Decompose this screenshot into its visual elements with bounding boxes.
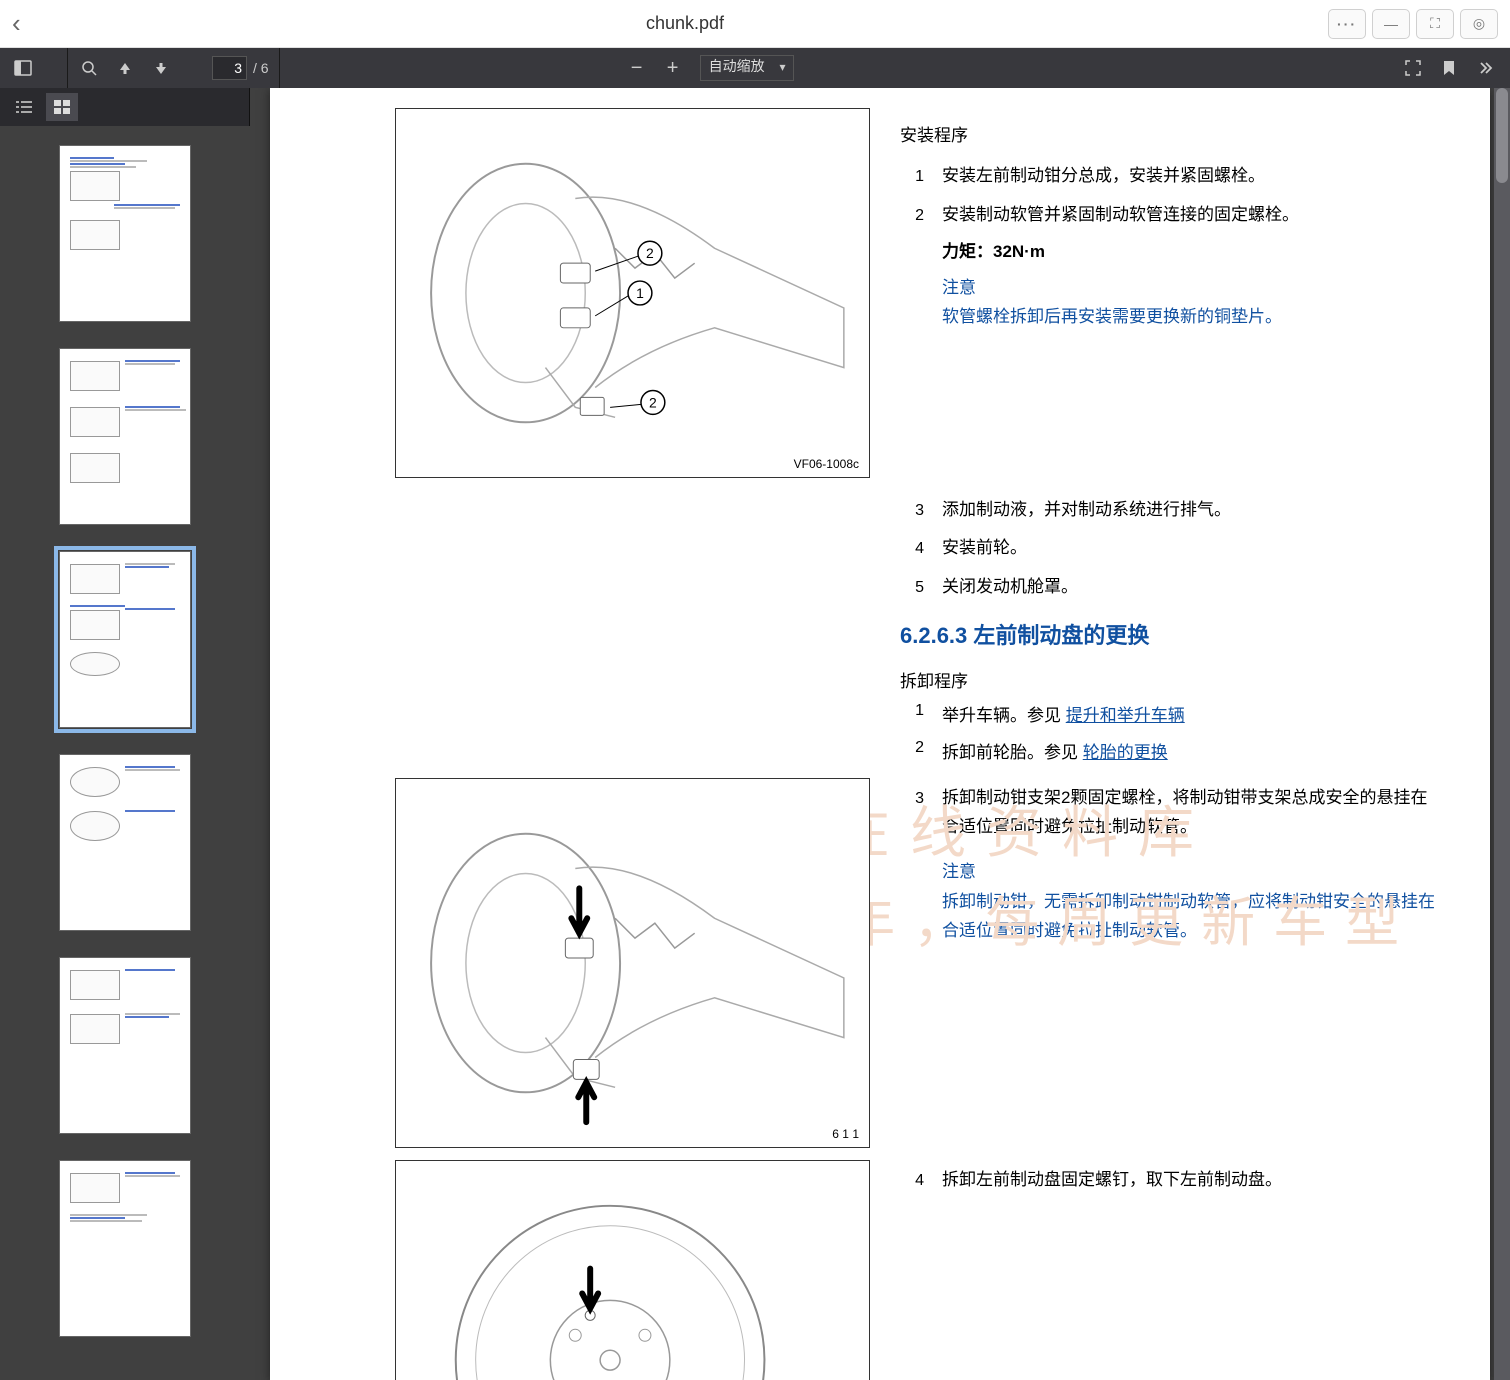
bookmark-icon <box>1442 60 1456 76</box>
torque-label: 力矩： <box>942 242 993 261</box>
next-page-button[interactable] <box>144 52 178 84</box>
step-text: 安装左前制动钳分总成，安装并紧固螺栓。 <box>942 162 1440 192</box>
step-num: 2 <box>900 739 924 768</box>
tools-menu-button[interactable] <box>1468 52 1502 84</box>
thumbnail-view-button[interactable] <box>46 93 78 121</box>
section-heading: 6.2.6.3 左前制动盘的更换 <box>900 615 1440 657</box>
step-num: 2 <box>900 201 924 343</box>
arrow-down-icon <box>154 61 168 75</box>
suspension-diagram-1: 2 1 2 <box>396 109 869 477</box>
sidebar-toggle-button[interactable] <box>6 52 40 84</box>
thumbnail-page-5[interactable] <box>60 958 190 1133</box>
list-icon <box>16 100 32 114</box>
maximize-button[interactable]: ⛶ <box>1416 9 1454 39</box>
arrow-up-icon <box>118 61 132 75</box>
page-content-area[interactable]: 汽修帮手在线资料库 会员168/年，每周更新车型 <box>250 88 1510 1380</box>
step-num: 3 <box>900 784 924 842</box>
back-button[interactable]: ‹ <box>12 8 42 39</box>
step-text: 举升车辆。参见 提升和举升车辆 <box>942 702 1440 731</box>
step-text: 关闭发动机舱罩。 <box>942 573 1440 603</box>
step-text: 拆卸前轮胎。参见 轮胎的更换 <box>942 739 1440 768</box>
install-heading: 安装程序 <box>900 120 1440 152</box>
figure-1: 2 1 2 VF06-1008c <box>395 108 870 478</box>
bookmark-button[interactable] <box>1432 52 1466 84</box>
chevron-right-icon <box>1476 61 1494 75</box>
view-mode-bar <box>0 88 250 126</box>
zoom-select[interactable]: 自动缩放 <box>700 55 794 81</box>
step-num: 3 <box>900 496 924 526</box>
step-text: 拆卸左前制动盘固定螺钉，取下左前制动盘。 <box>942 1166 1440 1196</box>
brake-disc-diagram <box>396 1161 869 1380</box>
grid-icon <box>54 100 70 114</box>
torque-value: 32N·m <box>993 242 1045 261</box>
fullscreen-icon <box>1404 59 1422 77</box>
search-icon <box>81 60 97 76</box>
link-tire-replace[interactable]: 轮胎的更换 <box>1083 743 1168 762</box>
svg-text:2: 2 <box>646 245 654 261</box>
window-buttons: ··· — ⛶ ◎ <box>1328 9 1498 39</box>
sidebar-icon <box>14 59 32 77</box>
note-heading: 注意 <box>942 274 1440 303</box>
step-text: 添加制动液，并对制动系统进行排气。 <box>942 496 1440 526</box>
pdf-toolbar: / 6 − + 自动缩放 <box>0 48 1510 88</box>
link-lift-vehicle[interactable]: 提升和举升车辆 <box>1066 706 1185 725</box>
svg-text:1: 1 <box>636 285 644 301</box>
figure-2-label: 6 1 1 <box>832 1127 859 1141</box>
thumbnail-page-2[interactable] <box>60 349 190 524</box>
step-num: 4 <box>900 1166 924 1196</box>
minimize-button[interactable]: — <box>1372 9 1410 39</box>
step-text: 安装前轮。 <box>942 534 1440 564</box>
pdf-viewer-app: ‹ chunk.pdf ··· — ⛶ ◎ / 6 <box>0 0 1510 1380</box>
zoom-out-button[interactable]: − <box>620 52 654 84</box>
thumbnail-sidebar <box>0 88 250 1380</box>
thumbnail-list[interactable] <box>0 126 250 1380</box>
disassembly-heading: 拆卸程序 <box>900 667 1440 692</box>
page-number-input[interactable] <box>212 56 247 80</box>
thumbnail-page-4[interactable] <box>60 755 190 930</box>
main-area: 汽修帮手在线资料库 会员168/年，每周更新车型 <box>0 88 1510 1380</box>
titlebar: ‹ chunk.pdf ··· — ⛶ ◎ <box>0 0 1510 48</box>
figure-1-label: VF06-1008c <box>794 457 859 471</box>
figure-2: 6 1 1 <box>395 778 870 1148</box>
document-title: chunk.pdf <box>42 13 1328 34</box>
prev-page-button[interactable] <box>108 52 142 84</box>
note-body: 软管螺栓拆卸后再安装需要更换新的铜垫片。 <box>942 303 1440 332</box>
step-num: 1 <box>900 702 924 731</box>
thumbnail-page-6[interactable] <box>60 1161 190 1336</box>
scrollbar-thumb[interactable] <box>1496 88 1508 183</box>
more-button[interactable]: ··· <box>1328 9 1366 39</box>
svg-text:2: 2 <box>649 394 657 410</box>
zoom-in-button[interactable]: + <box>656 52 690 84</box>
target-button[interactable]: ◎ <box>1460 9 1498 39</box>
step-text: 拆卸制动钳支架2颗固定螺栓，将制动钳带支架总成安全的悬挂在合适位置同时避免拉扯制… <box>942 784 1440 842</box>
disassembly-text: 3 拆卸制动钳支架2颗固定螺栓，将制动钳带支架总成安全的悬挂在合适位置同时避免拉扯… <box>900 778 1440 1148</box>
step-num: 5 <box>900 573 924 603</box>
note-heading-2: 注意 <box>942 856 1440 888</box>
figure-3 <box>395 1160 870 1380</box>
step-num: 1 <box>900 162 924 192</box>
install-text: 安装程序 1 安装左前制动钳分总成，安装并紧固螺栓。 2 安装制动软管并紧固制动软… <box>900 108 1440 478</box>
page-total-label: / 6 <box>253 60 269 76</box>
thumbnail-page-3[interactable] <box>60 552 190 727</box>
install-text-cont: 3 添加制动液，并对制动系统进行排气。 4 安装前轮。 5 关闭发动机舱罩。 6.2.… <box>900 490 1440 663</box>
search-button[interactable] <box>72 52 106 84</box>
step-num: 4 <box>900 534 924 564</box>
presentation-button[interactable] <box>1396 52 1430 84</box>
suspension-diagram-2 <box>396 779 869 1147</box>
thumbnail-page-1[interactable] <box>60 146 190 321</box>
vertical-scrollbar[interactable] <box>1494 88 1510 1380</box>
outline-view-button[interactable] <box>8 93 40 121</box>
step4-text: 4 拆卸左前制动盘固定螺钉，取下左前制动盘。 <box>900 1160 1440 1380</box>
pdf-page: 汽修帮手在线资料库 会员168/年，每周更新车型 <box>270 88 1490 1380</box>
note-body-2: 拆卸制动钳，无需拆卸制动钳制动软管，应将制动钳安全的悬挂在合适位置同时避免拉扯制… <box>942 888 1440 946</box>
step-text: 安装制动软管并紧固制动软管连接的固定螺栓。 力矩：32N·m 注意 软管螺栓拆卸… <box>942 201 1440 343</box>
